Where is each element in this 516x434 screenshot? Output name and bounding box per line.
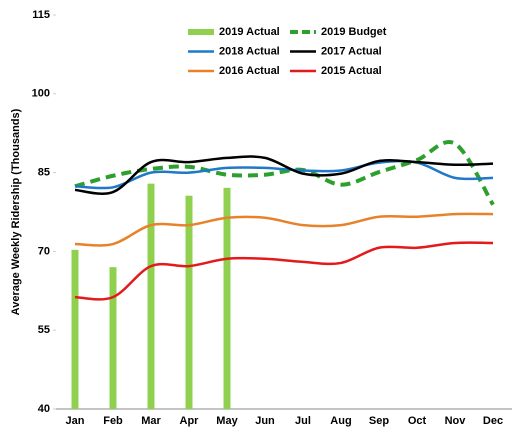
x-tick-label: Feb <box>103 415 123 427</box>
x-tick-label: Aug <box>330 415 351 427</box>
legend-label: 2018 Actual <box>219 45 280 57</box>
x-tick-label: Apr <box>180 415 200 427</box>
y-tick-label: 40 <box>38 403 50 415</box>
bar <box>185 195 193 409</box>
line <box>74 155 494 195</box>
x-tick-label: Nov <box>445 415 467 427</box>
y-tick-label: 115 <box>32 9 50 21</box>
legend-label: 2017 Actual <box>321 45 382 57</box>
legend-label: 2019 Actual <box>219 26 280 38</box>
x-tick-label: Jun <box>255 415 275 427</box>
y-tick-label: 85 <box>38 167 50 179</box>
bar <box>147 183 155 409</box>
bar <box>71 249 79 409</box>
line <box>74 212 494 247</box>
y-tick-label: 70 <box>38 245 50 257</box>
legend-label: 2015 Actual <box>321 65 382 77</box>
x-tick-label: Jan <box>66 415 85 427</box>
legend-label: 2016 Actual <box>219 65 280 77</box>
y-tick-label: 100 <box>32 88 50 100</box>
y-axis-label: Average Weekly Ridership (Thousands) <box>10 108 22 315</box>
x-tick-label: Sep <box>369 415 389 427</box>
x-tick-label: Jul <box>295 415 311 427</box>
x-tick-label: May <box>216 415 238 427</box>
y-tick-label: 55 <box>38 324 50 336</box>
bar <box>223 187 231 409</box>
line <box>74 241 494 301</box>
line <box>74 140 495 206</box>
legend-label: 2019 Budget <box>321 26 387 38</box>
x-tick-label: Dec <box>483 415 503 427</box>
x-tick-label: Oct <box>408 415 427 427</box>
bar <box>109 267 117 409</box>
x-tick-label: Mar <box>141 415 161 427</box>
